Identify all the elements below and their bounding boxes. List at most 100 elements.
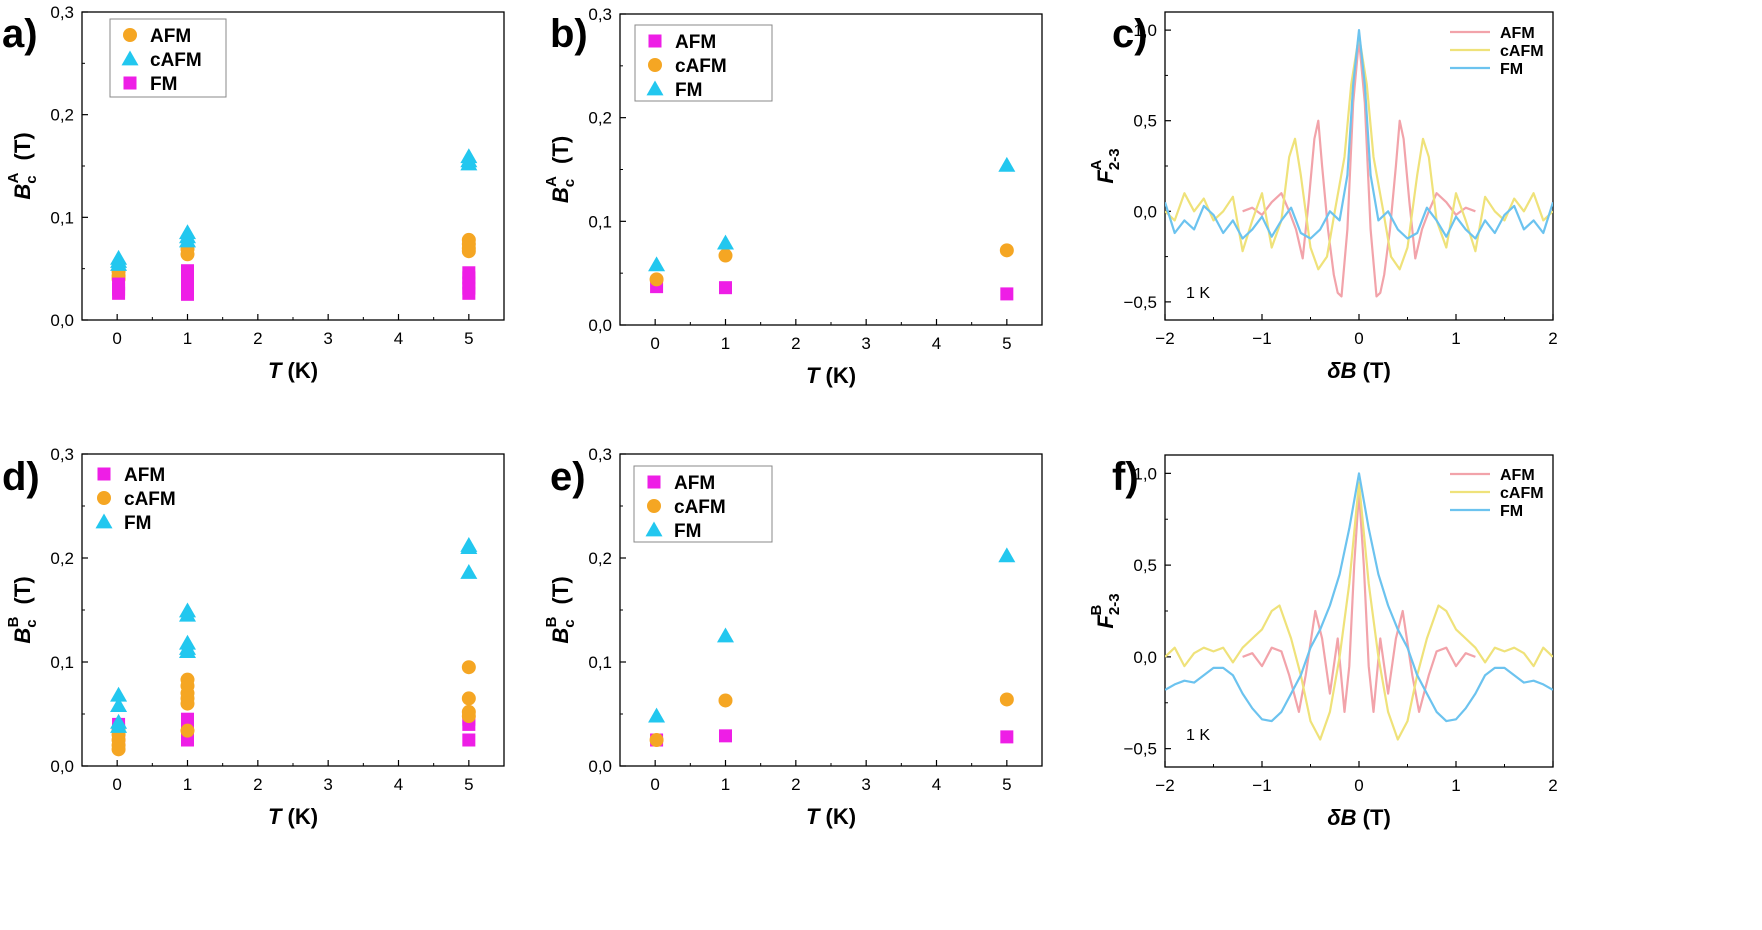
legend-swatch-afm [647,475,661,489]
x-axis-unit: (T) [1357,805,1391,830]
y-axis-symbol: B [10,628,35,644]
y-axis-superscript: B [5,616,22,627]
x-tick-label: 1 [721,334,730,353]
y-tick-label: 0,5 [1133,556,1157,575]
x-tick-label: 5 [464,775,473,794]
panel-label: e) [550,455,586,499]
x-axis-symbol: T [806,804,821,829]
y-axis-symbol: F [1093,170,1118,184]
data-point-cafm [111,742,126,757]
y-tick-label: 0,1 [588,212,612,231]
series-line-fm [1165,29,1553,240]
x-tick-label: 4 [932,334,941,353]
x-tick-label: 0 [1354,329,1363,348]
legend-swatch-cafm [121,50,139,66]
x-tick-label: 0 [1354,776,1363,795]
y-axis-title: BcB (T) [543,576,578,643]
x-axis-title: T (K) [268,358,318,383]
y-axis-unit: (T) [10,132,35,166]
y-axis-subscript: c [23,175,40,183]
data-point-fm [179,643,196,658]
y-tick-label: 0,0 [50,757,74,776]
legend-swatch-cafm [97,491,111,505]
data-point-afm [719,281,732,295]
data-point-afm [1000,730,1014,744]
legend-label: cAFM [1500,485,1544,502]
x-tick-label: 1 [183,329,192,348]
legend-swatch-fm [95,513,113,529]
panel-d: d) 0 1 2 3 4 5 0,0 0,1 0,2 0,3 T (K) BcB (T) AFM cAFM F… [2,445,505,829]
panel-label: d) [2,455,40,499]
data-point-cafm [180,723,195,738]
x-tick-label: 3 [323,329,332,348]
y-axis-superscript: B [1088,604,1105,615]
x-tick-label: 1 [1451,329,1460,348]
y-axis-superscript: A [1088,159,1105,170]
panel-b: b) 0 1 2 3 4 5 0,0 0,1 0,2 0,3 T (K) BcA (T) AFM cAFM F… [543,5,1043,388]
x-axis-title: T (K) [806,363,856,388]
y-axis-subscript: c [561,179,578,187]
legend-label: AFM [674,473,715,494]
data-point-cafm [649,733,664,747]
data-point-fm [648,256,666,272]
plot-area [648,156,1016,301]
y-tick-label: 0,3 [588,5,612,24]
x-tick-label: 4 [394,775,403,794]
y-tick-label: 0,2 [588,549,612,568]
y-tick-label: 1,0 [1133,464,1157,483]
data-point-cafm [461,660,476,675]
legend-label: FM [1500,503,1523,520]
y-axis-symbol: B [548,628,573,644]
data-point-fm [110,686,128,702]
x-tick-label: 2 [253,775,262,794]
data-point-fm [179,606,196,622]
panel-label: f) [1112,455,1139,499]
x-tick-label: −1 [1252,329,1271,348]
data-point-cafm [718,693,733,708]
data-point-afm [1000,287,1014,301]
y-tick-label: 1,0 [1133,21,1157,40]
y-tick-label: 0,1 [588,653,612,672]
y-axis-unit: (T) [10,576,35,610]
y-axis-symbol: F [1093,615,1118,629]
x-tick-label: −2 [1155,329,1174,348]
data-point-cafm [460,155,478,171]
x-tick-label: 3 [861,334,870,353]
data-point-cafm [461,709,476,724]
x-axis-unit: (K) [281,358,318,383]
legend-label: cAFM [150,50,202,71]
data-point-cafm [999,692,1014,707]
y-tick-label: 0,0 [1133,202,1157,221]
data-point-cafm [180,696,195,711]
data-point-fm [717,627,734,643]
x-tick-label: 1 [183,775,192,794]
data-point-fm [460,539,478,554]
x-tick-label: 2 [1548,776,1557,795]
x-tick-label: 4 [394,329,403,348]
panel-e: e) 0 1 2 3 4 5 0,0 0,1 0,2 0,3 T (K) BcB (T) AFM cAFM F… [543,445,1043,829]
x-tick-label: 2 [791,775,800,794]
y-axis-subscript: c [23,619,40,627]
legend-swatch-afm [97,467,111,481]
plot-area [1165,29,1553,298]
y-tick-label: 0,1 [50,208,74,227]
x-tick-label: 0 [112,775,121,794]
y-tick-label: 0,3 [50,445,74,464]
data-point-cafm [649,272,664,287]
data-point-fm [181,287,194,301]
y-tick-label: 0,1 [50,653,74,672]
y-axis-unit: (T) [548,576,573,610]
x-axis-unit: (K) [281,804,318,829]
y-tick-label: 0,0 [50,311,74,330]
x-tick-label: 2 [1548,329,1557,348]
y-tick-label: 0,5 [1133,112,1157,131]
legend-label: AFM [675,32,716,53]
data-point-afm [719,729,732,743]
x-axis-title: δB (T) [1327,358,1391,383]
x-tick-label: 3 [323,775,332,794]
legend-label: FM [150,74,177,95]
